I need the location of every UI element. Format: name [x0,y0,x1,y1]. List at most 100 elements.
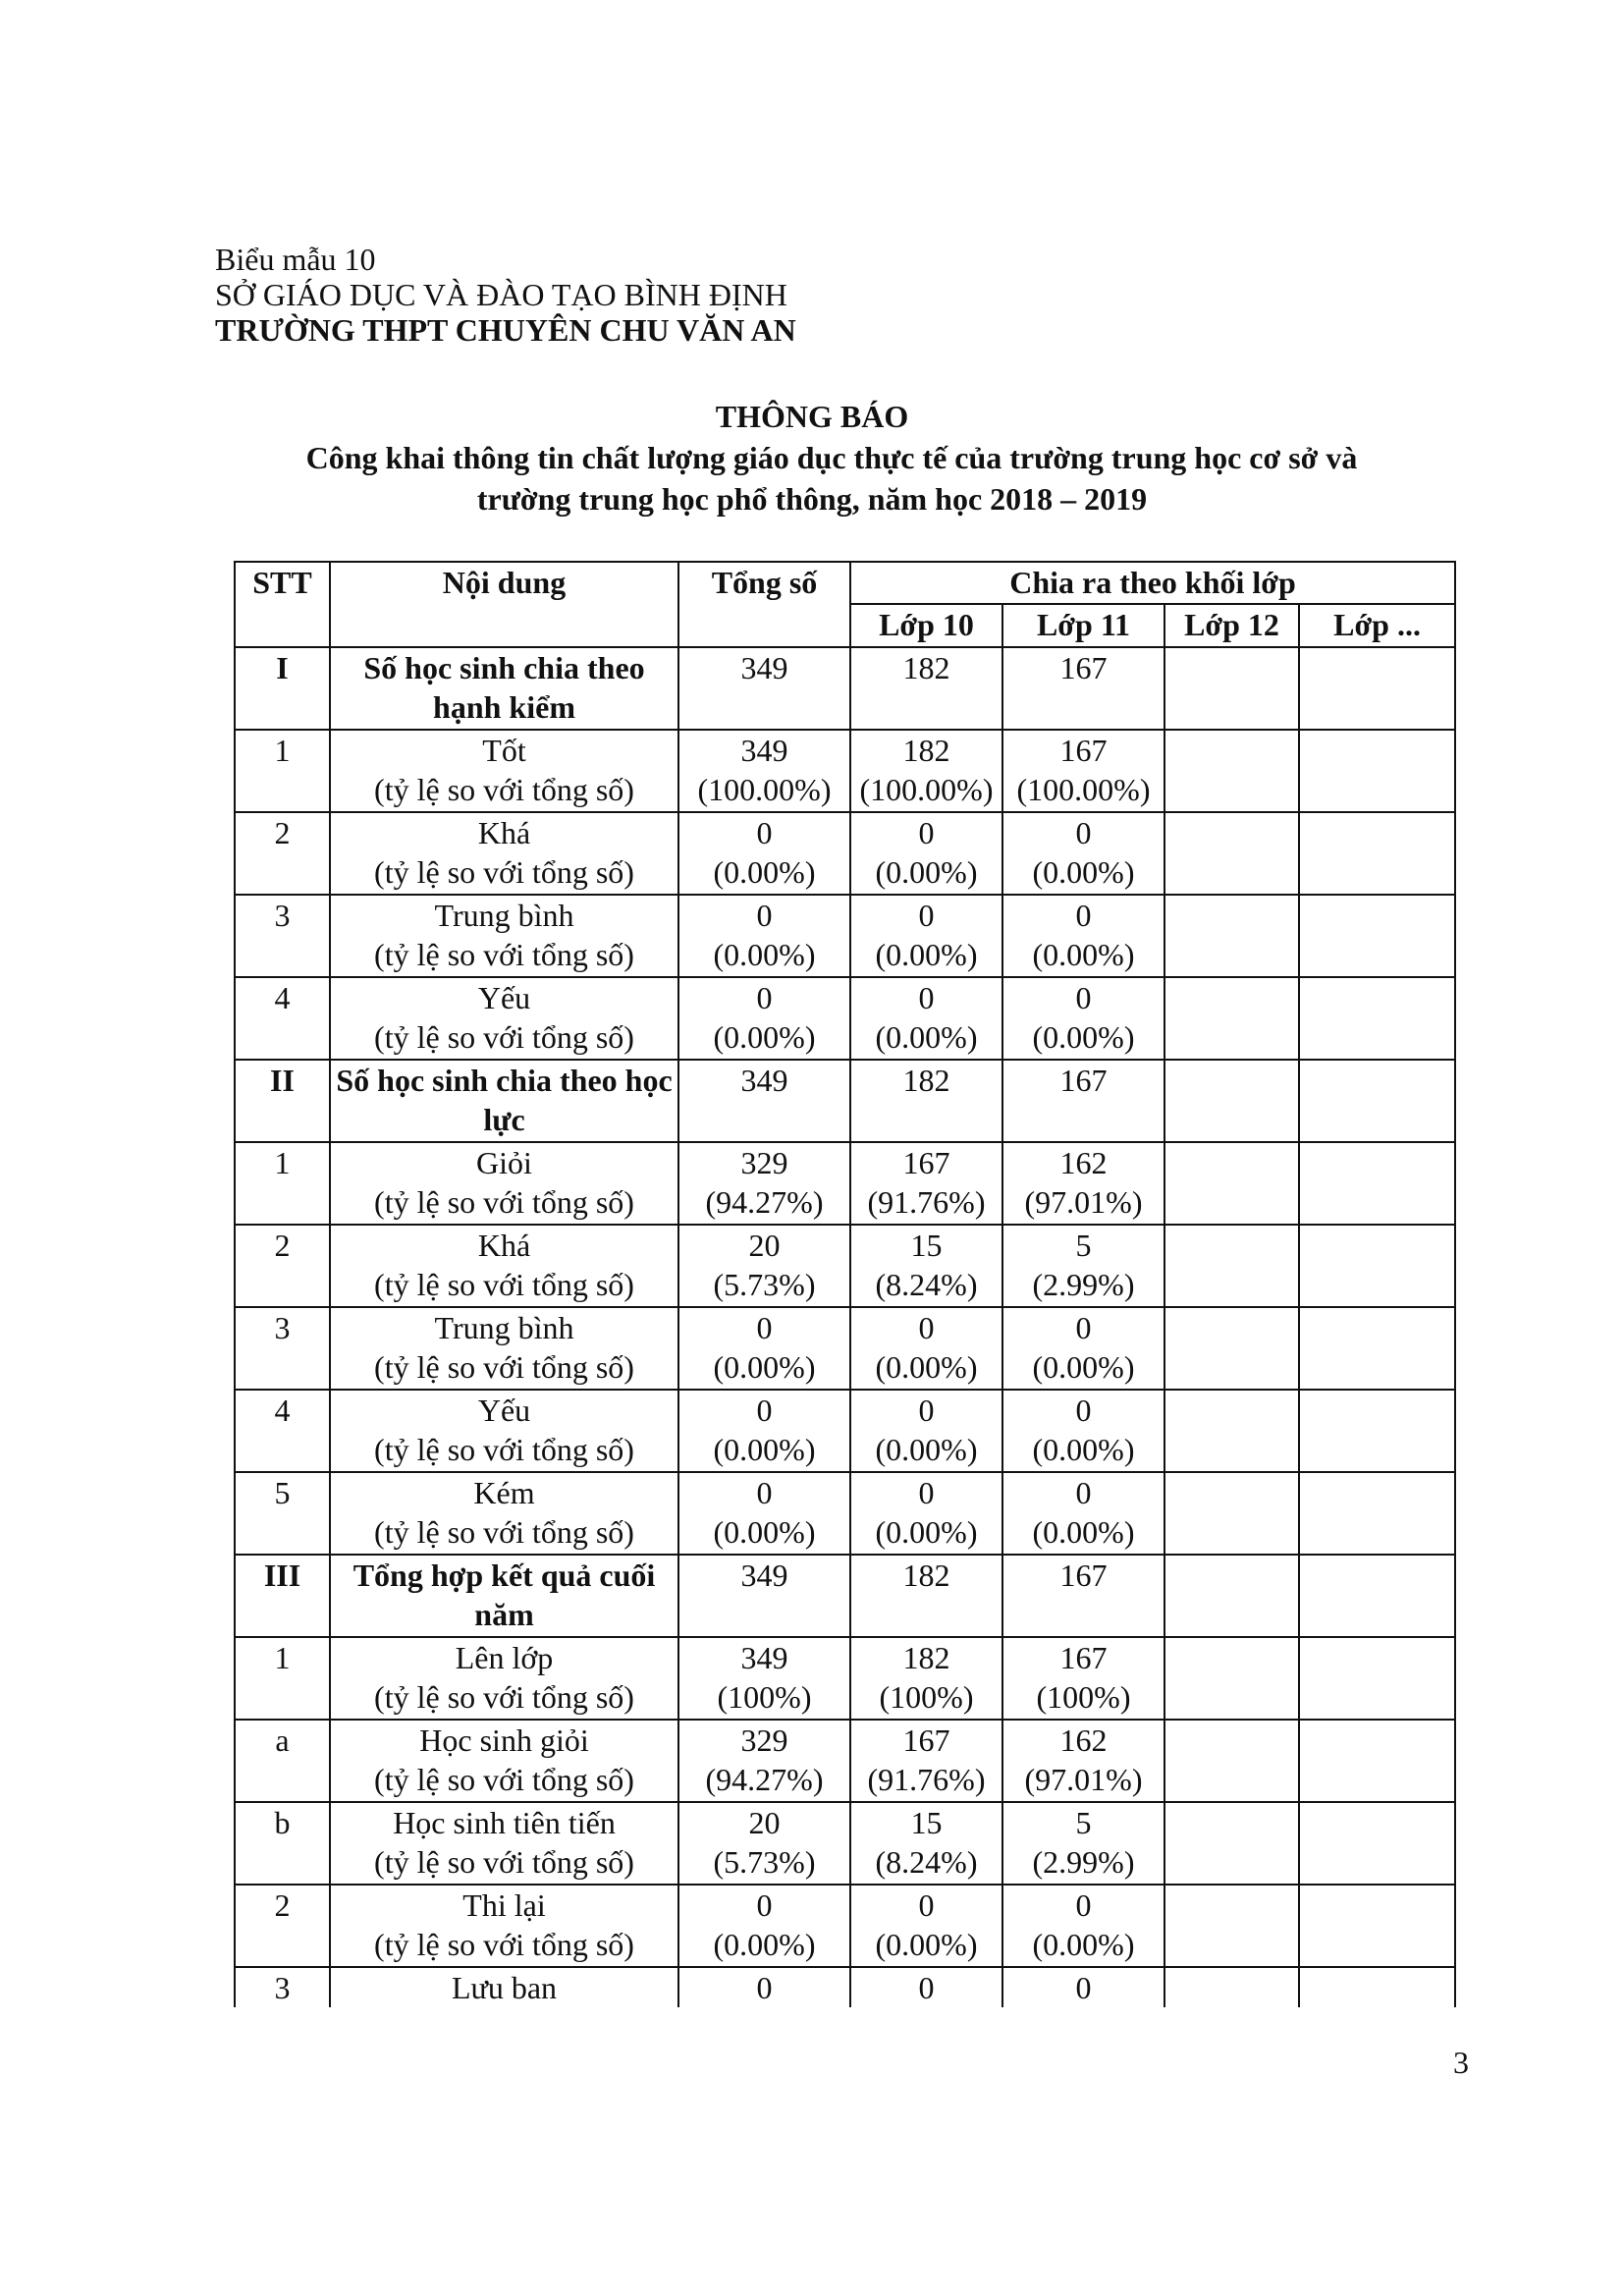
cell-content-percent: (tỷ lệ so với tổng số) [374,1349,634,1385]
cell-total-value: 0 [756,815,773,850]
cell-total: 329 (94.27%) [677,1719,851,1803]
header-split: Chia ra theo khối lớp [848,561,1457,605]
cell-content-value: Khá [477,815,531,850]
cell-grade-11-percent: (0.00%) [1032,1927,1135,1962]
cell-total: 0 (0.00%) [677,811,851,896]
cell-total-percent: (5.73%) [713,1267,816,1302]
cell-grade-11-percent: (0.00%) [1032,1432,1135,1467]
cell-grade-12 [1164,1636,1300,1721]
cell-content: Số học sinh chia theo hạnh kiểm [329,646,679,731]
cell-stt-value: 3 [274,1310,291,1345]
cell-grade-10-percent: (0.00%) [875,1514,978,1550]
cell-content: Khá (tỷ lệ so với tổng số) [329,1224,679,1308]
cell-grade-10-percent: (0.00%) [875,1349,978,1385]
cell-stt-value: 1 [274,733,291,768]
cell-grade-10-value: 0 [918,1475,935,1510]
cell-stt-value: 1 [274,1640,291,1675]
cell-grade-11: 0 (0.00%) [1001,1471,1165,1556]
cell-grade-11: 0 (0.00%) [1001,976,1165,1061]
cell-grade-12 [1164,1389,1300,1473]
cell-grade-11-value: 5 [1075,1805,1092,1840]
cell-grade-10-value: 182 [902,1558,950,1593]
cell-total: 20 (5.73%) [677,1224,851,1308]
cell-total: 0 (0.00%) [677,1306,851,1391]
form-label: Biểu mẫu 10 [215,242,376,277]
cell-content-percent: (tỷ lệ so với tổng số) [374,1762,634,1797]
cell-grade-10: 182 [849,1059,1003,1143]
cell-total: 20 (5.73%) [677,1801,851,1886]
cell-grade-10-percent: (8.24%) [875,1267,978,1302]
table-row: 2 Khá (tỷ lệ so với tổng số) 20 (5.73%) 15 (8.… [234,1224,1457,1308]
cell-stt-value: b [274,1805,291,1840]
header-grade-10: Lớp 10 [849,603,1003,648]
header-content: Nội dung [329,561,679,648]
cell-grade-11-percent: (100%) [1036,1679,1131,1715]
cell-total-percent: (0.00%) [713,854,816,890]
cell-grade-11-percent: (0.00%) [1032,1349,1135,1385]
cell-grade-11-percent: (2.99%) [1032,1844,1135,1880]
table-row: 4 Yếu (tỷ lệ so với tổng số) 0 (0.00%) 0 (0.00… [234,976,1457,1061]
cell-content: Lên lớp (tỷ lệ so với tổng số) [329,1636,679,1721]
cell-grade-12 [1164,729,1300,813]
cell-content: Lưu ban [329,1966,679,2007]
cell-grade-10-value: 0 [918,1887,935,1923]
cell-grade-10: 0 [849,1966,1003,2007]
cell-grade-12 [1164,1471,1300,1556]
cell-grade-12 [1164,1884,1300,1968]
cell-grade-12 [1164,1801,1300,1886]
cell-grade-11: 5 (2.99%) [1001,1801,1165,1886]
cell-grade-11-value: 0 [1075,980,1092,1015]
cell-grade-10-value: 0 [918,898,935,933]
document-subtitle-line2: trường trung học phổ thông, năm học 2018… [476,481,1148,517]
cell-grade-10-percent: (91.76%) [867,1184,986,1220]
cell-stt-value: 5 [274,1475,291,1510]
cell-grade-10: 0 (0.00%) [849,811,1003,896]
cell-grade-other [1297,1801,1457,1886]
cell-grade-11-percent: (100.00%) [1016,772,1151,807]
cell-grade-11: 167 (100%) [1001,1636,1165,1721]
cell-grade-10-percent: (91.76%) [867,1762,986,1797]
cell-stt-value: 4 [274,1393,291,1428]
cell-content-value: Kém [473,1475,535,1510]
cell-stt: III [234,1554,331,1638]
cell-stt: 2 [234,1224,331,1308]
cell-stt: 4 [234,976,331,1061]
cell-content-value: Trung bình [434,898,574,933]
cell-grade-11-value: 0 [1075,1475,1092,1510]
cell-grade-other [1297,976,1457,1061]
document-subtitle-line1: Công khai thông tin chất lượng giáo dục … [305,440,1358,475]
cell-content-value: Số học sinh chia theo hạnh kiểm [363,650,645,725]
cell-grade-12 [1164,894,1300,978]
cell-grade-10-value: 0 [918,1393,935,1428]
cell-total-value: 20 [748,1805,781,1840]
cell-grade-12 [1164,1224,1300,1308]
cell-grade-other [1297,1884,1457,1968]
cell-stt: 2 [234,1884,331,1968]
cell-stt-value: 2 [274,1228,291,1263]
table-row: 1 Tốt (tỷ lệ so với tổng số) 349 (100.00%) 18… [234,729,1457,813]
cell-grade-11: 167 [1001,1554,1165,1638]
cell-grade-11-value: 167 [1059,1063,1108,1098]
cell-stt-value: I [276,650,289,685]
cell-grade-10-value: 167 [902,1145,950,1180]
cell-content-value: Học sinh tiên tiến [393,1805,616,1840]
cell-grade-11: 167 (100.00%) [1001,729,1165,813]
cell-stt-value: a [275,1722,290,1758]
cell-grade-10-percent: (8.24%) [875,1844,978,1880]
cell-content-percent: (tỷ lệ so với tổng số) [374,937,634,972]
cell-stt: 1 [234,1636,331,1721]
table-row: 5 Kém (tỷ lệ so với tổng số) 0 (0.00%) 0 (0.00… [234,1471,1457,1556]
cell-total-value: 0 [756,1887,773,1923]
cell-grade-11: 162 (97.01%) [1001,1141,1165,1226]
cell-total-value: 0 [756,980,773,1015]
cell-total: 349 [677,646,851,731]
cell-grade-11-value: 167 [1059,1640,1108,1675]
table-row: 1 Lên lớp (tỷ lệ so với tổng số) 349 (100%) 1… [234,1636,1457,1721]
cell-total: 349 [677,1554,851,1638]
cell-total-percent: (0.00%) [713,1927,816,1962]
cell-grade-11: 167 [1001,1059,1165,1143]
cell-total: 349 [677,1059,851,1143]
cell-stt: b [234,1801,331,1886]
cell-grade-11-percent: (0.00%) [1032,937,1135,972]
cell-stt: 1 [234,1141,331,1226]
